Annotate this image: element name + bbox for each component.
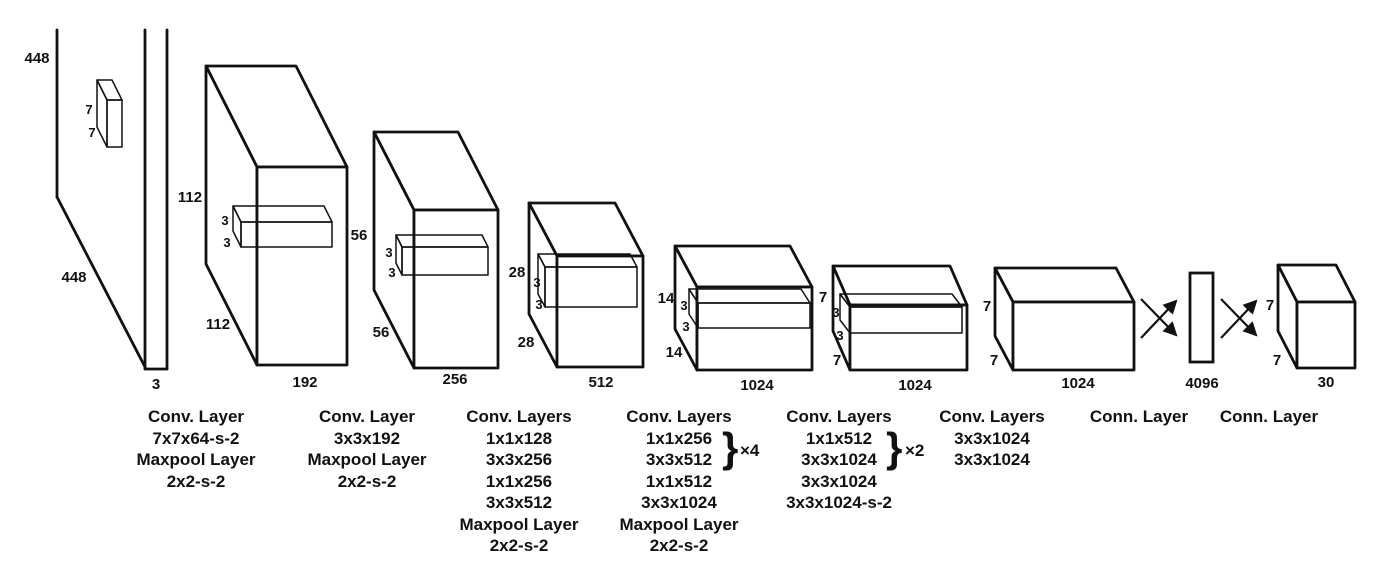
input-height-label: 448 bbox=[24, 50, 49, 67]
b5-kernel-w-label: 3 bbox=[682, 319, 689, 334]
b5-depth-label: 1024 bbox=[740, 377, 774, 394]
layer-label-col-3: Conv. Layers 1x1x128 3x3x256 1x1x256 3x3… bbox=[459, 406, 578, 557]
output-depth-label: 30 bbox=[1318, 374, 1335, 391]
fc-size-label: 4096 bbox=[1185, 375, 1218, 392]
input-kernel-box bbox=[96, 79, 123, 148]
dimension-labels: 448 448 3 7 7 112 112 192 3 3 56 56 256 … bbox=[24, 50, 1334, 394]
repeat-brace-x2: } bbox=[886, 424, 903, 471]
input-kernel-w-label: 7 bbox=[88, 125, 95, 140]
layer-label-line: Conv. Layer bbox=[318, 407, 416, 426]
b2-height-label: 112 bbox=[178, 189, 202, 206]
b2-depth-label: 192 bbox=[292, 374, 317, 391]
b6-kernel-h-label: 3 bbox=[832, 305, 839, 320]
b5-kernel-h-label: 3 bbox=[680, 298, 687, 313]
layer-label-col-2: Conv. Layer 3x3x192 Maxpool Layer 2x2-s-… bbox=[307, 406, 426, 492]
layer-label-col-5: Conv. Layers 1x1x512 3x3x1024 3x3x1024 3… bbox=[786, 406, 892, 514]
b4-kernel-w-label: 3 bbox=[535, 297, 542, 312]
b7-height-label: 7 bbox=[983, 298, 991, 315]
b2-kernel-h-label: 3 bbox=[221, 213, 228, 228]
input-kernel-h-label: 7 bbox=[85, 102, 92, 117]
layer-label-line: 1x1x128 bbox=[485, 428, 553, 448]
fc-4096-slab bbox=[1188, 271, 1215, 364]
b3-kernel-w-label: 3 bbox=[388, 265, 395, 280]
b5-width-label: 14 bbox=[666, 344, 683, 361]
layer-label-line: 3x3x512 bbox=[485, 493, 553, 512]
conv-block-2 bbox=[372, 130, 500, 370]
b3-depth-label: 256 bbox=[442, 371, 467, 388]
layer-label-line: 3x3x1024 bbox=[641, 493, 717, 512]
layer-label-line: 3x3x1024 bbox=[801, 450, 877, 469]
b6-width-label: 7 bbox=[833, 352, 841, 369]
input-image-plane bbox=[55, 28, 169, 371]
conv-block-4 bbox=[673, 244, 814, 372]
input-depth-label: 3 bbox=[152, 376, 160, 393]
layer-label-line: Conv. Layers bbox=[939, 407, 1045, 426]
layer-label-col-7: Conn. Layer bbox=[1090, 406, 1188, 428]
conv-block-5 bbox=[831, 264, 969, 372]
layer-label-line: 2x2-s-2 bbox=[649, 536, 709, 555]
layer-label-line: 1x1x512 bbox=[645, 471, 713, 491]
conv-block-6 bbox=[993, 266, 1136, 372]
conv-block-3 bbox=[527, 201, 645, 369]
layer-label-line: 3x3x256 bbox=[485, 450, 553, 469]
b3-width-label: 56 bbox=[373, 324, 390, 341]
layer-label-line: 2x2-s-2 bbox=[337, 471, 397, 491]
layer-label-col-8: Conn. Layer bbox=[1220, 406, 1318, 428]
b6-kernel-w-label: 3 bbox=[836, 328, 843, 343]
b2-kernel-w-label: 3 bbox=[223, 235, 230, 250]
layer-label-line: 3x3x512 bbox=[645, 450, 713, 469]
layer-label-line: Conv. Layers bbox=[786, 407, 892, 426]
repeat-brace-x4: } bbox=[722, 424, 739, 471]
b3-kernel-h-label: 3 bbox=[385, 245, 392, 260]
layer-label-line: 1x1x256 bbox=[645, 428, 713, 448]
layer-label-line: 2x2-s-2 bbox=[489, 536, 549, 555]
layer-label-line: 1x1x512 bbox=[805, 428, 873, 448]
layer-label-line: Maxpool Layer bbox=[307, 450, 427, 469]
layer-label-line: 1x1x256 bbox=[485, 471, 553, 491]
layer-label-line: Conn. Layer bbox=[1219, 407, 1319, 426]
b2-width-label: 112 bbox=[206, 316, 230, 333]
layer-label-line: 3x3x1024 bbox=[954, 428, 1030, 448]
b7-width-label: 7 bbox=[990, 352, 998, 369]
b4-kernel-h-label: 3 bbox=[533, 275, 540, 290]
b6-height-label: 7 bbox=[819, 289, 827, 306]
conv-block-1 bbox=[204, 64, 349, 367]
b6-depth-label: 1024 bbox=[898, 377, 932, 394]
layer-label-line: Conn. Layer bbox=[1089, 407, 1189, 426]
layer-label-line: Conv. Layers bbox=[466, 407, 572, 426]
layer-label-line: 3x3x1024 bbox=[801, 471, 877, 491]
b4-height-label: 28 bbox=[509, 264, 526, 281]
repeat-count-x4: ×4 bbox=[740, 441, 760, 460]
layer-label-line: Maxpool Layer bbox=[619, 514, 739, 534]
output-cube bbox=[1276, 263, 1357, 370]
layer-label-col-4: Conv. Layers 1x1x256 3x3x512 1x1x512 3x3… bbox=[619, 406, 738, 557]
fc2-connection-arrows bbox=[1220, 298, 1258, 339]
layer-label-line: 7x7x64-s-2 bbox=[152, 428, 240, 448]
b5-height-label: 14 bbox=[658, 290, 675, 307]
layer-label-line: Conv. Layer bbox=[147, 407, 245, 426]
b3-height-label: 56 bbox=[351, 227, 368, 244]
input-width-label: 448 bbox=[61, 269, 86, 286]
layer-label-line: Maxpool Layer bbox=[136, 450, 256, 469]
b4-depth-label: 512 bbox=[588, 374, 613, 391]
layer-label-line: 2x2-s-2 bbox=[166, 471, 226, 491]
fc1-connection-arrows bbox=[1140, 298, 1178, 339]
layer-label-line: 3x3x1024 bbox=[954, 450, 1030, 469]
layer-label-col-6: Conv. Layers 3x3x1024 3x3x1024 bbox=[939, 406, 1045, 471]
b4-width-label: 28 bbox=[518, 334, 535, 351]
layer-label-line: Conv. Layers bbox=[626, 407, 732, 426]
layer-label-line: 3x3x1024-s-2 bbox=[786, 493, 892, 512]
repeat-count-x2: ×2 bbox=[905, 441, 925, 460]
layer-label-line: 3x3x192 bbox=[333, 428, 401, 448]
b7-depth-label: 1024 bbox=[1061, 375, 1095, 392]
output-width-label: 7 bbox=[1273, 352, 1281, 369]
layer-label-col-1: Conv. Layer 7x7x64-s-2 Maxpool Layer 2x2… bbox=[136, 406, 255, 492]
layer-label-line: Maxpool Layer bbox=[459, 514, 579, 534]
output-height-label: 7 bbox=[1266, 297, 1274, 314]
